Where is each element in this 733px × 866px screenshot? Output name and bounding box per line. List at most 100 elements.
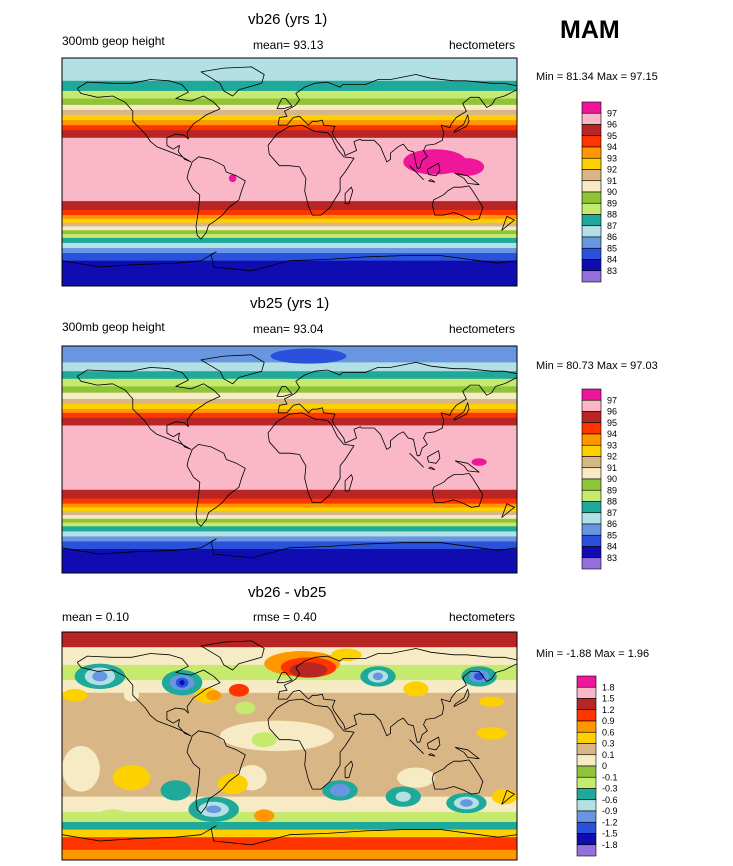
colorbar-label: -0.3: [602, 784, 618, 794]
contour-band: [62, 58, 517, 82]
panel-1-minmax: Min = 81.34 Max = 97.15: [536, 71, 658, 83]
contour-band: [62, 811, 517, 823]
colorbar-swatch: [581, 135, 602, 148]
colorbar-label: 92: [607, 452, 617, 462]
colorbar-label: 1.8: [602, 682, 615, 692]
colorbar-label: 92: [607, 165, 617, 175]
contour-band: [62, 120, 517, 126]
colorbar-label: -0.1: [602, 772, 618, 782]
season-label: MAM: [560, 16, 620, 44]
colorbar-swatch: [576, 844, 597, 857]
contour-band: [62, 253, 517, 262]
colorbar-label: -1.8: [602, 840, 618, 850]
contour-region: [396, 767, 435, 788]
coastline: [344, 760, 354, 779]
coastline: [409, 739, 424, 754]
contour-region: [206, 690, 222, 701]
contour-band: [62, 632, 517, 648]
colorbar-swatch: [581, 512, 602, 525]
contour-band: [62, 226, 517, 231]
contour-region: [479, 696, 505, 707]
coastline: [76, 367, 221, 450]
coastline: [431, 759, 484, 795]
coastline: [200, 66, 265, 97]
contour-band: [62, 125, 517, 131]
contour-band: [62, 215, 517, 220]
coastline: [62, 251, 517, 272]
panel-2-minmax: Min = 80.73 Max = 97.03: [536, 360, 658, 372]
colorbar-swatch: [581, 236, 602, 249]
colorbar-swatch: [581, 546, 602, 559]
coastline: [267, 698, 355, 790]
coastline: [186, 730, 246, 814]
colorbar-label: 88: [607, 497, 617, 507]
coastline: [428, 466, 436, 470]
colorbar-swatch: [581, 202, 602, 215]
colorbar-swatch: [581, 444, 602, 457]
colorbar-swatch: [581, 456, 602, 469]
contour-band: [62, 511, 517, 516]
contour-band: [62, 218, 517, 224]
coastline: [186, 444, 246, 527]
colorbar-label: 91: [607, 176, 617, 186]
map-panel-2: [61, 345, 518, 574]
colorbar-label: 90: [607, 474, 617, 484]
coastline: [426, 162, 441, 177]
panel-1-mean: mean= 93.13: [253, 38, 324, 52]
colorbar-swatch: [581, 388, 602, 401]
contour-band: [62, 541, 517, 550]
colorbar-swatch: [581, 501, 602, 514]
panel-2-field-label: 300mb geop height: [62, 320, 165, 334]
panel-3-units: hectometers: [449, 610, 516, 624]
contour-region: [372, 672, 384, 681]
panel-1-field-label: 300mb geop height: [62, 34, 165, 48]
colorbar-label: 0.6: [602, 727, 615, 737]
contour-region: [62, 689, 88, 702]
colorbar-label: 86: [607, 519, 617, 529]
contour-band: [62, 522, 517, 527]
contour-region: [92, 671, 108, 682]
colorbar-label: 83: [607, 553, 617, 563]
contour-region: [329, 784, 351, 797]
coastline: [409, 452, 424, 468]
colorbar-label: 1.5: [602, 694, 615, 704]
contour-band: [62, 222, 517, 227]
colorbar-swatch: [581, 169, 602, 182]
contour-band: [62, 386, 517, 394]
contour-region: [471, 458, 487, 466]
colorbar-swatch: [576, 788, 597, 801]
contour-region: [179, 680, 185, 686]
contour-band: [62, 849, 517, 860]
panel-1-title: vb26 (yrs 1): [248, 11, 328, 28]
contour-band: [62, 90, 517, 100]
coastline: [453, 402, 470, 421]
colorbar-label: 87: [607, 508, 617, 518]
colorbar-label: 0.1: [602, 750, 615, 760]
contour-region: [448, 158, 485, 176]
contour-region: [331, 648, 362, 662]
colorbar-swatch: [576, 686, 597, 699]
map-frame: [61, 57, 518, 287]
contour-region: [112, 765, 151, 791]
contour-band: [62, 489, 517, 500]
contour-region: [217, 773, 248, 795]
contour-band: [62, 398, 517, 405]
panel-3-mean: mean = 0.10: [62, 610, 130, 624]
colorbar-label: 85: [607, 243, 617, 253]
contour-band: [62, 115, 517, 121]
colorbar-swatch: [576, 675, 597, 688]
colorbar-swatch: [576, 731, 597, 744]
coastline: [453, 114, 470, 134]
coastline: [426, 450, 441, 464]
contour-band: [62, 417, 517, 426]
colorbar-label: 93: [607, 440, 617, 450]
map-panel-1: [61, 57, 518, 287]
map-panel-3: [61, 631, 518, 861]
contour-region: [62, 746, 100, 792]
colorbar-label: -0.9: [602, 806, 618, 816]
colorbar-label: 86: [607, 232, 617, 242]
colorbar-label: 91: [607, 463, 617, 473]
contour-band: [62, 518, 517, 524]
colorbar-swatch: [576, 810, 597, 823]
